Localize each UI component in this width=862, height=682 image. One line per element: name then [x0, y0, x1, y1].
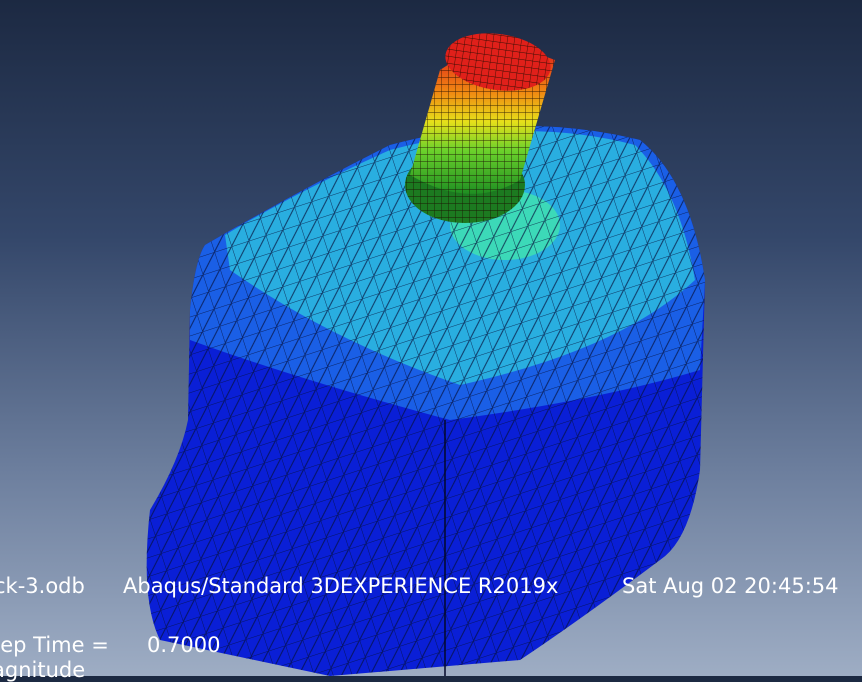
- field-output-name: agnitude: [0, 658, 86, 682]
- block-mesh: [146, 126, 705, 676]
- solver-name: Abaqus/Standard 3DEXPERIENCE R2019x: [123, 574, 559, 598]
- step-time-label: tep Time =: [0, 633, 109, 657]
- step-time-value: 0.7000: [147, 633, 221, 657]
- timestamp: Sat Aug 02 20:45:54: [622, 574, 839, 598]
- peg-top-mesh: [445, 33, 551, 91]
- odb-name: ck-3.odb: [0, 574, 85, 598]
